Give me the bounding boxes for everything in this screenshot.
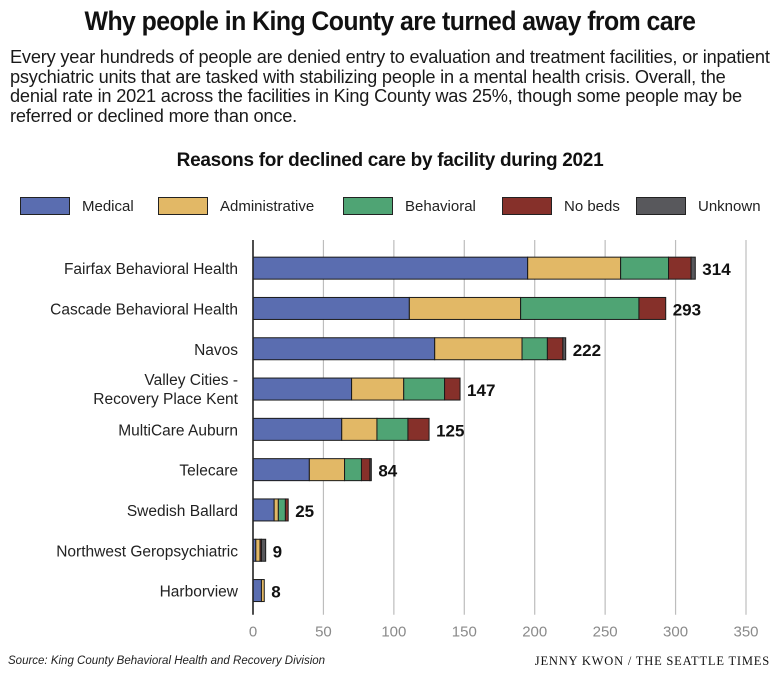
bar-segment-behavioral (520, 296, 640, 320)
bar-segment-administrative (273, 498, 279, 522)
bar-segment-no-beds (638, 296, 667, 320)
x-tick-label: 300 (663, 624, 688, 640)
legend-label: Medical (82, 197, 134, 215)
x-tick-label: 350 (733, 624, 758, 640)
bar-segment-administrative (408, 296, 522, 320)
bar-segment-medical (252, 296, 410, 320)
bar-group (252, 498, 289, 522)
bar-segment-unknown (369, 458, 372, 482)
category-label: Harborview (160, 584, 239, 601)
legend-item-unknown: Unknown (636, 195, 761, 217)
total-label: 293 (673, 300, 701, 319)
legend-swatch-administrative (158, 197, 208, 215)
bars (252, 256, 696, 603)
legend-label: Unknown (698, 197, 761, 215)
bar-segment-no-beds (444, 377, 461, 401)
bar-segment-administrative (527, 256, 622, 280)
bar-segment-medical (252, 377, 353, 401)
bar-segment-unknown (690, 256, 696, 280)
legend-item-administrative: Administrative (158, 195, 314, 217)
stacked-bar-chart: Fairfax Behavioral Health Cascade Behavio… (50, 240, 759, 640)
bar-segment-no-beds (407, 417, 430, 441)
total-label: 8 (271, 583, 280, 602)
bar-segment-behavioral (376, 417, 409, 441)
category-label: MultiCare Auburn (118, 422, 238, 439)
total-labels: 314 293 222 147 125 84 25 9 8 (271, 260, 731, 601)
x-axis-ticks: 0 50 100 150 200 250 300 350 (249, 624, 759, 640)
category-label: Navos (194, 342, 238, 359)
legend-label: Administrative (220, 197, 315, 215)
bar-segment-behavioral (521, 337, 548, 361)
bar-segment-administrative (341, 417, 378, 441)
bar-group (252, 579, 265, 603)
legend-swatch-medical (20, 197, 70, 215)
bar-group (252, 377, 461, 401)
bar-segment-behavioral (620, 256, 670, 280)
total-label: 25 (295, 502, 314, 521)
page-title: Why people in King County are turned awa… (84, 6, 696, 36)
bar-segment-medical (252, 579, 262, 603)
bar-segment-unknown (562, 337, 567, 361)
bar-segment-administrative (260, 579, 265, 603)
legend-item-medical: Medical (20, 195, 134, 217)
total-label: 9 (273, 542, 282, 561)
category-label: Valley Cities -Recovery Place Kent (93, 372, 238, 408)
category-label: Telecare (179, 463, 238, 480)
credit-line: JENNY KWON / THE SEATTLE TIMES (534, 654, 770, 668)
legend-item-behavioral: Behavioral (343, 195, 476, 217)
x-tick-label: 250 (593, 624, 618, 640)
x-tick-label: 100 (381, 624, 406, 640)
bar-segment-unknown (260, 538, 267, 562)
bar-segment-no-beds (668, 256, 692, 280)
chart-title: Reasons for declined care by facility du… (176, 150, 604, 171)
category-label: Swedish Ballard (127, 503, 238, 520)
total-label: 84 (378, 462, 397, 481)
category-label: Northwest Geropsychiatric (56, 543, 238, 560)
legend-item-no-beds: No beds (502, 195, 620, 217)
bar-group (252, 337, 567, 361)
x-tick-label: 200 (522, 624, 547, 640)
bar-segment-medical (252, 417, 343, 441)
source-note: Source: King County Behavioral Health an… (8, 655, 326, 667)
legend-swatch-behavioral (343, 197, 393, 215)
bar-segment-no-beds (360, 458, 371, 482)
category-labels: Fairfax Behavioral Health Cascade Behavio… (50, 261, 239, 600)
bar-segment-behavioral (403, 377, 446, 401)
x-tick-label: 50 (315, 624, 332, 640)
legend-swatch-unknown (636, 197, 686, 215)
bar-segment-medical (252, 458, 310, 482)
x-tick-label: 150 (452, 624, 477, 640)
bar-segment-medical (252, 498, 275, 522)
bar-group (252, 538, 267, 562)
category-label: Cascade Behavioral Health (50, 301, 238, 318)
bar-group (252, 256, 696, 280)
legend-swatch-no-beds (502, 197, 552, 215)
bar-segment-no-beds (284, 498, 289, 522)
total-label: 222 (573, 341, 601, 360)
bar-segment-no-beds (546, 337, 564, 361)
bar-group (252, 458, 372, 482)
bar-segment-administrative (255, 538, 261, 562)
bar-segment-medical (252, 256, 529, 280)
category-label: Fairfax Behavioral Health (64, 261, 238, 278)
bar-segment-behavioral (277, 498, 286, 522)
bar-segment-administrative (308, 458, 346, 482)
bar-segment-medical (252, 337, 436, 361)
bar-segment-administrative (351, 377, 405, 401)
total-label: 147 (467, 381, 495, 400)
bar-group (252, 417, 430, 441)
x-tick-label: 0 (249, 624, 257, 640)
total-label: 314 (702, 260, 731, 279)
bar-segment-administrative (434, 337, 523, 361)
page-subtitle: Every year hundreds of people are denied… (10, 47, 770, 126)
legend-label: Behavioral (405, 197, 476, 215)
legend-label: No beds (564, 197, 620, 215)
bar-segment-behavioral (344, 458, 362, 482)
legend: Medical Administrative Behavioral No bed… (14, 195, 774, 217)
total-label: 125 (436, 421, 464, 440)
bar-group (252, 296, 667, 320)
